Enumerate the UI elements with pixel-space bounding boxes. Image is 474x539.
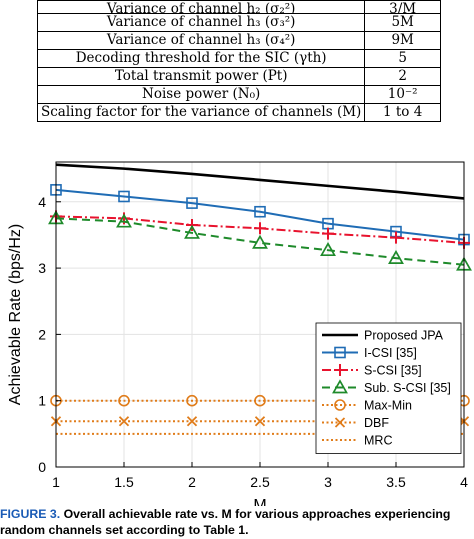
data-point-square	[118, 190, 130, 203]
data-point-triangle	[388, 249, 404, 264]
data-point-circle	[118, 394, 130, 407]
legend-label: Max-Min	[364, 399, 412, 413]
y-tick-label: 3	[38, 260, 46, 276]
param-cell: Total transmit power (Pt)	[36, 67, 366, 86]
series-sub-s-csi-35-	[48, 210, 472, 271]
x-tick-label: 2.5	[250, 474, 270, 490]
value-cell: 9M	[364, 31, 441, 50]
data-point-circle	[334, 399, 346, 411]
data-point-square	[254, 205, 266, 218]
x-tick-label: 3.5	[386, 474, 406, 490]
param-cell: Variance of channel h₃ (σ₃²)	[36, 13, 366, 32]
data-point-square	[334, 346, 346, 359]
param-cell: Variance of channel h₂ (σ₂²)	[36, 0, 366, 14]
x-tick-label: 1	[52, 474, 60, 490]
legend-item: S-CSI [35]	[322, 364, 422, 378]
value-cell: 5M	[364, 13, 441, 32]
value-cell: 1 to 4	[364, 103, 441, 122]
caption-text: Overall achievable rate vs. M for variou…	[0, 507, 451, 537]
param-cell: Scaling factor for the variance of chann…	[36, 103, 366, 122]
data-point-triangle	[332, 379, 348, 394]
data-point-triangle	[252, 234, 268, 249]
y-tick-label: 4	[38, 194, 46, 210]
legend-label: I-CSI [35]	[364, 346, 417, 360]
legend: Proposed JPA I-CSI [35] S-CSI [35] Sub. S-C…	[315, 322, 462, 454]
data-point-plus	[254, 222, 266, 235]
data-point-triangle	[116, 213, 132, 228]
data-point-plus	[322, 227, 334, 240]
x-tick-label: 3	[324, 474, 332, 490]
series-proposed-jpa	[55, 163, 465, 200]
legend-item: Proposed JPA	[322, 329, 444, 343]
table-row: Variance of channel h₂ (σ₂²) 3/M	[36, 0, 441, 14]
table-row: Noise power (N₀) 10⁻²	[36, 85, 441, 104]
value-cell: 2	[364, 67, 441, 86]
y-tick-label: 0	[38, 459, 46, 475]
legend-item: DBF	[322, 416, 389, 430]
data-point-x	[334, 417, 346, 428]
data-point-circle	[186, 394, 198, 407]
data-point-x	[254, 416, 266, 427]
data-point-triangle	[184, 224, 200, 239]
y-tick-label: 2	[38, 326, 46, 342]
value-cell: 5	[364, 49, 441, 68]
legend-item: Sub. S-CSI [35]	[322, 379, 451, 395]
x-tick-label: 2	[188, 474, 196, 490]
x-tick-label: 1.5	[114, 474, 134, 490]
table-row: Variance of channel h₃ (σ₃²) 5M	[36, 13, 441, 32]
table-row: Scaling factor for the variance of chann…	[36, 103, 441, 122]
series-line	[55, 163, 465, 200]
x-tick-label: 4	[460, 474, 468, 490]
value-cell: 10⁻²	[364, 85, 441, 104]
data-point-x	[186, 416, 198, 427]
data-point-square	[186, 197, 198, 209]
legend-label: DBF	[364, 416, 389, 430]
data-point-circle	[254, 394, 266, 407]
legend-item: MRC	[322, 434, 392, 448]
data-point-x	[118, 416, 130, 427]
data-point-triangle	[320, 241, 336, 257]
value-cell: 3/M	[364, 0, 441, 14]
figure-caption: FIGURE 3. Overall achievable rate vs. M …	[0, 506, 474, 538]
legend-item: I-CSI [35]	[322, 346, 417, 360]
legend-label: Sub. S-CSI [35]	[364, 381, 451, 395]
legend-label: MRC	[364, 434, 392, 448]
table-row: Total transmit power (Pt) 2	[36, 67, 441, 86]
table-row: Decoding threshold for the SIC (γth) 5	[36, 49, 441, 68]
legend-label: Proposed JPA	[364, 329, 444, 343]
param-cell: Variance of channel h₃ (σ₄²)	[36, 31, 366, 50]
table-row: Variance of channel h₃ (σ₄²) 9M	[36, 31, 441, 50]
x-axis-label: M	[253, 497, 266, 506]
y-axis-label: Achievable Rate (bps/Hz)	[7, 224, 24, 405]
data-point-plus	[390, 231, 402, 244]
legend-item: Max-Min	[322, 399, 412, 413]
caption-label: FIGURE 3.	[0, 507, 61, 521]
param-cell: Noise power (N₀)	[36, 85, 366, 104]
series-line	[55, 217, 465, 266]
y-tick-label: 1	[38, 393, 46, 409]
data-point-plus	[334, 364, 346, 376]
legend-label: S-CSI [35]	[364, 364, 422, 378]
param-cell: Decoding threshold for the SIC (γth)	[36, 49, 366, 68]
parameter-table: Variance of channel h₂ (σ₂²) 3/M Variance …	[36, 0, 441, 122]
